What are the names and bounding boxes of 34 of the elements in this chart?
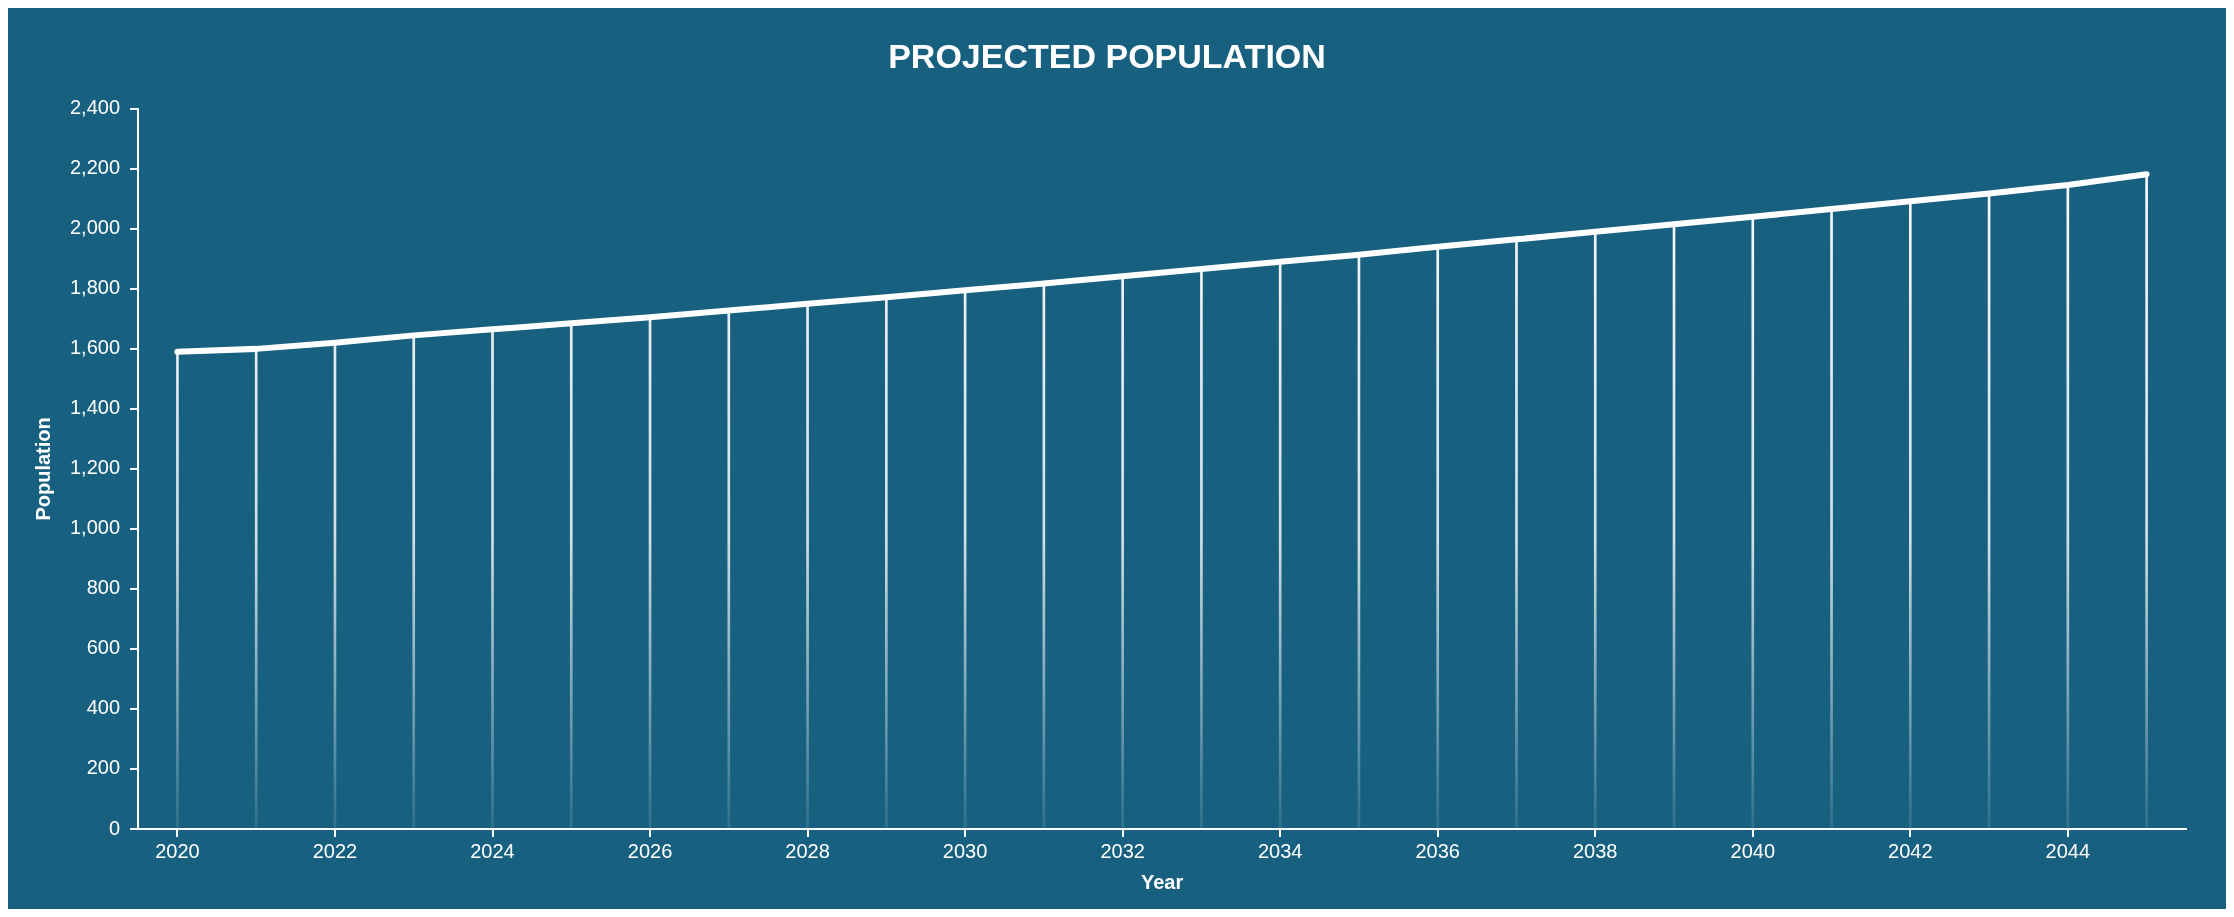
x-tick-label: 2044 [2045, 839, 2091, 862]
y-tick-label: 800 [86, 576, 121, 599]
x-tick-label: 2042 [1888, 839, 1933, 862]
x-tick-label: 2032 [1100, 839, 1145, 862]
y-tick-label: 400 [86, 696, 121, 719]
y-tick-label: 1,200 [69, 456, 121, 479]
bar [491, 329, 494, 829]
x-tick-label: 2036 [1415, 839, 1460, 862]
x-tick-label: 2040 [1730, 839, 1776, 862]
y-tick-label: 1,800 [69, 276, 121, 299]
y-tick-label: 1,000 [69, 516, 121, 539]
x-tick-label: 2026 [627, 839, 673, 862]
bar [569, 323, 573, 829]
y-tick-label: 0 [108, 816, 121, 839]
x-tick-label: 2020 [155, 839, 200, 862]
x-axis-title: Year [1140, 870, 1184, 893]
x-tick-label: 2038 [1572, 839, 1618, 862]
y-tick-label: 600 [86, 636, 121, 659]
x-tick-label: 2024 [470, 839, 515, 862]
bar [1515, 239, 1518, 829]
y-tick-label: 1,400 [69, 396, 121, 419]
x-tick-label: 2030 [942, 839, 988, 862]
bar [727, 310, 731, 829]
x-tick-label: 2034 [1257, 839, 1303, 862]
y-tick-label: 2,400 [69, 96, 121, 119]
x-tick-label: 2028 [785, 839, 830, 862]
y-tick-label: 2,000 [69, 216, 121, 239]
y-tick-label: 2,200 [69, 156, 121, 179]
x-tick-label: 2022 [312, 839, 358, 862]
y-axis-title: Population [31, 417, 54, 521]
y-tick-label: 200 [86, 756, 121, 779]
y-tick-label: 1,600 [69, 336, 121, 359]
bar [412, 335, 416, 829]
chart-title: PROJECTED POPULATION [888, 36, 1326, 75]
